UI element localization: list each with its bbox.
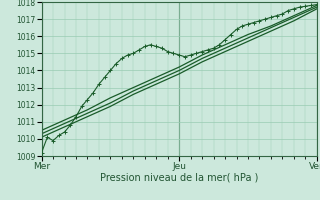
X-axis label: Pression niveau de la mer( hPa ): Pression niveau de la mer( hPa ) xyxy=(100,173,258,183)
